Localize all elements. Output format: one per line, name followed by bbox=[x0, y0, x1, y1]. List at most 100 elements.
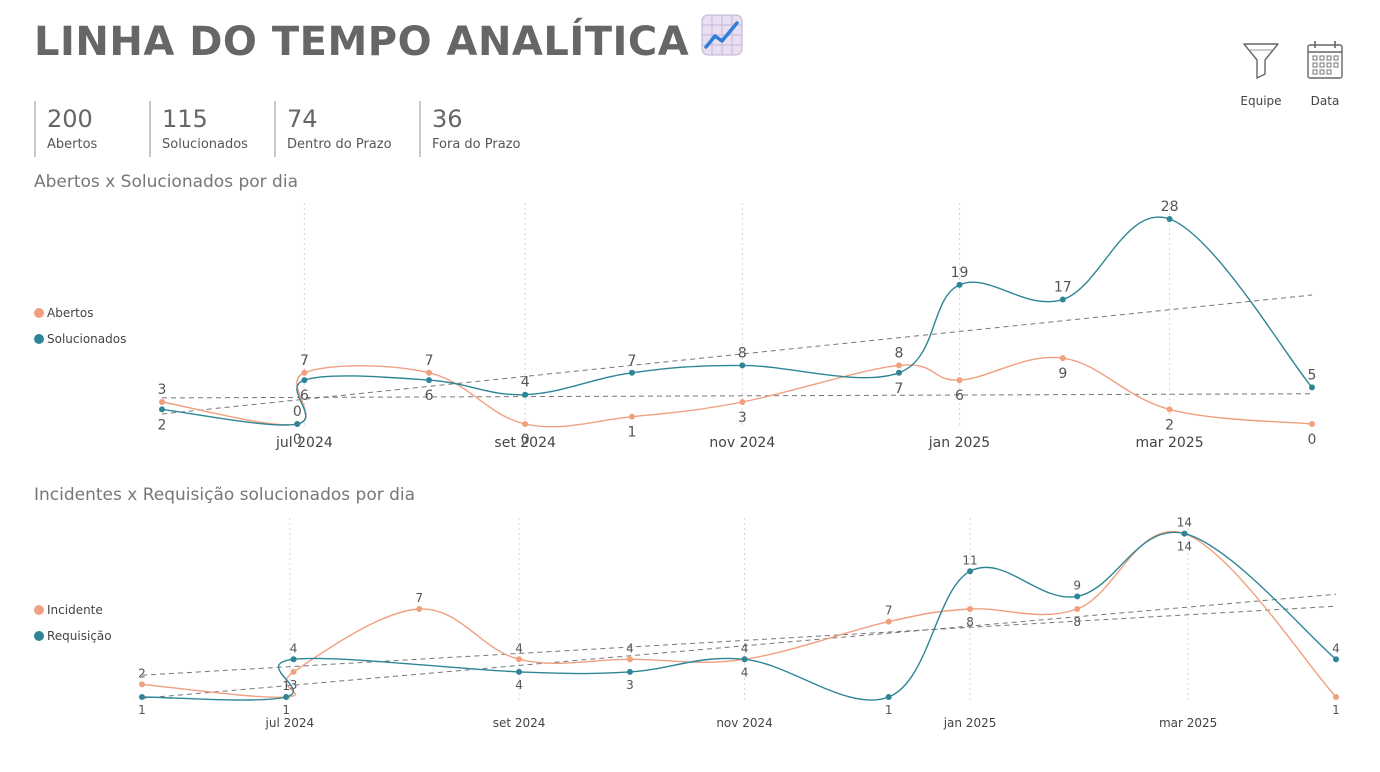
data-label: 4 bbox=[1332, 641, 1340, 655]
data-label: 9 bbox=[1058, 366, 1067, 382]
data-point bbox=[895, 369, 902, 376]
kpi-dentro-do-prazo: 74 Dentro do Prazo bbox=[274, 101, 392, 157]
data-label: 4 bbox=[626, 641, 634, 655]
legend-swatch bbox=[34, 308, 44, 318]
data-label: 8 bbox=[895, 345, 904, 361]
data-label: 2 bbox=[1165, 417, 1174, 433]
legend-item-requisicao[interactable]: Requisição bbox=[34, 623, 112, 649]
data-point bbox=[516, 668, 523, 675]
data-point bbox=[290, 668, 297, 675]
data-point bbox=[159, 406, 165, 413]
legend-swatch bbox=[34, 334, 44, 344]
legend-item-solucionados[interactable]: Solucionados bbox=[34, 326, 126, 352]
kpi-value: 200 bbox=[47, 105, 93, 133]
x-tick-label: mar 2025 bbox=[1136, 435, 1204, 451]
x-tick-label: nov 2024 bbox=[716, 716, 772, 730]
data-label: 8 bbox=[966, 615, 974, 629]
data-label: 7 bbox=[628, 353, 637, 369]
data-label: 28 bbox=[1161, 199, 1179, 215]
x-tick-label: mar 2025 bbox=[1159, 716, 1217, 730]
chart-1-title: Abertos x Solucionados por dia bbox=[34, 172, 298, 192]
series-line-abertos bbox=[161, 356, 1313, 428]
data-point bbox=[956, 377, 963, 384]
data-point bbox=[626, 656, 633, 663]
data-label: 8 bbox=[1073, 615, 1081, 629]
data-label: 1 bbox=[138, 703, 146, 717]
series-line-incidente bbox=[141, 530, 1337, 698]
data-label: 17 bbox=[1054, 280, 1072, 296]
data-label: 1 bbox=[282, 679, 290, 693]
data-point bbox=[294, 421, 301, 427]
funnel-filter-icon bbox=[1243, 43, 1279, 79]
data-label: 2 bbox=[158, 417, 167, 433]
data-point bbox=[1074, 593, 1081, 600]
trend-line bbox=[161, 294, 1313, 415]
kpi-abertos: 200 Abertos bbox=[34, 101, 97, 157]
data-label: 14 bbox=[1177, 516, 1192, 530]
data-point bbox=[1309, 384, 1315, 391]
trend-line bbox=[161, 393, 1313, 399]
legend-item-abertos[interactable]: Abertos bbox=[34, 300, 126, 326]
x-tick-label: set 2024 bbox=[493, 716, 546, 730]
legend-label: Incidente bbox=[47, 603, 103, 617]
trend-line bbox=[141, 593, 1337, 699]
data-point bbox=[739, 399, 746, 406]
kpi-value: 115 bbox=[162, 105, 208, 133]
data-point bbox=[426, 377, 433, 384]
data-label: 4 bbox=[290, 641, 298, 655]
data-point bbox=[294, 421, 301, 427]
kpi-value: 74 bbox=[287, 105, 318, 133]
data-label: 1 bbox=[1332, 703, 1340, 717]
data-point bbox=[1309, 421, 1315, 427]
data-point bbox=[741, 656, 748, 663]
data-point bbox=[426, 369, 433, 376]
data-point bbox=[1059, 296, 1066, 303]
data-point bbox=[895, 362, 902, 369]
data-label: 1 bbox=[282, 703, 290, 717]
page-title: LINHA DO TEMPO ANALÍTICA bbox=[34, 14, 743, 70]
date-filter-label: Data bbox=[1310, 94, 1340, 108]
page-title-text: LINHA DO TEMPO ANALÍTICA bbox=[34, 19, 690, 65]
data-label: 2 bbox=[138, 666, 146, 680]
data-label: 1 bbox=[628, 425, 637, 441]
data-label: 14 bbox=[1177, 540, 1192, 554]
data-label: 4 bbox=[515, 641, 523, 655]
data-label: 6 bbox=[425, 388, 434, 404]
data-point bbox=[1333, 694, 1339, 700]
data-label: 6 bbox=[300, 388, 309, 404]
chart-2-title: Incidentes x Requisição solucionados por… bbox=[34, 485, 416, 505]
data-label: 3 bbox=[158, 382, 167, 398]
data-label: 7 bbox=[885, 604, 893, 618]
data-point bbox=[283, 694, 290, 700]
legend-item-incidente[interactable]: Incidente bbox=[34, 597, 112, 623]
data-label: 3 bbox=[738, 410, 747, 426]
data-point bbox=[1181, 530, 1188, 537]
data-label: 5 bbox=[1308, 367, 1317, 383]
data-point bbox=[626, 668, 633, 675]
legend-label: Abertos bbox=[47, 306, 94, 320]
data-point bbox=[1166, 406, 1173, 413]
chart-increasing-icon bbox=[701, 14, 743, 66]
series-line-requisicao bbox=[141, 531, 1337, 701]
data-point bbox=[741, 656, 748, 663]
legend-swatch bbox=[34, 605, 44, 615]
data-point bbox=[283, 694, 290, 700]
data-point bbox=[516, 656, 523, 663]
data-point bbox=[159, 399, 165, 406]
data-label: 4 bbox=[521, 375, 530, 391]
data-label: 4 bbox=[515, 678, 523, 692]
team-filter-button[interactable]: Equipe bbox=[1231, 40, 1291, 108]
data-point bbox=[416, 606, 423, 612]
data-label: 7 bbox=[300, 353, 309, 369]
date-filter-button[interactable]: Data bbox=[1295, 40, 1355, 108]
x-tick-label: jan 2025 bbox=[928, 435, 990, 451]
team-filter-label: Equipe bbox=[1240, 94, 1282, 108]
data-label: 4 bbox=[741, 641, 749, 655]
data-point bbox=[522, 391, 529, 398]
chart-1-legend: Abertos Solucionados bbox=[34, 300, 126, 352]
data-label: 1 bbox=[885, 703, 893, 717]
data-label: 11 bbox=[962, 553, 977, 567]
series-line-solucionados bbox=[161, 216, 1313, 426]
data-label: 7 bbox=[895, 381, 904, 397]
data-point bbox=[139, 694, 145, 700]
